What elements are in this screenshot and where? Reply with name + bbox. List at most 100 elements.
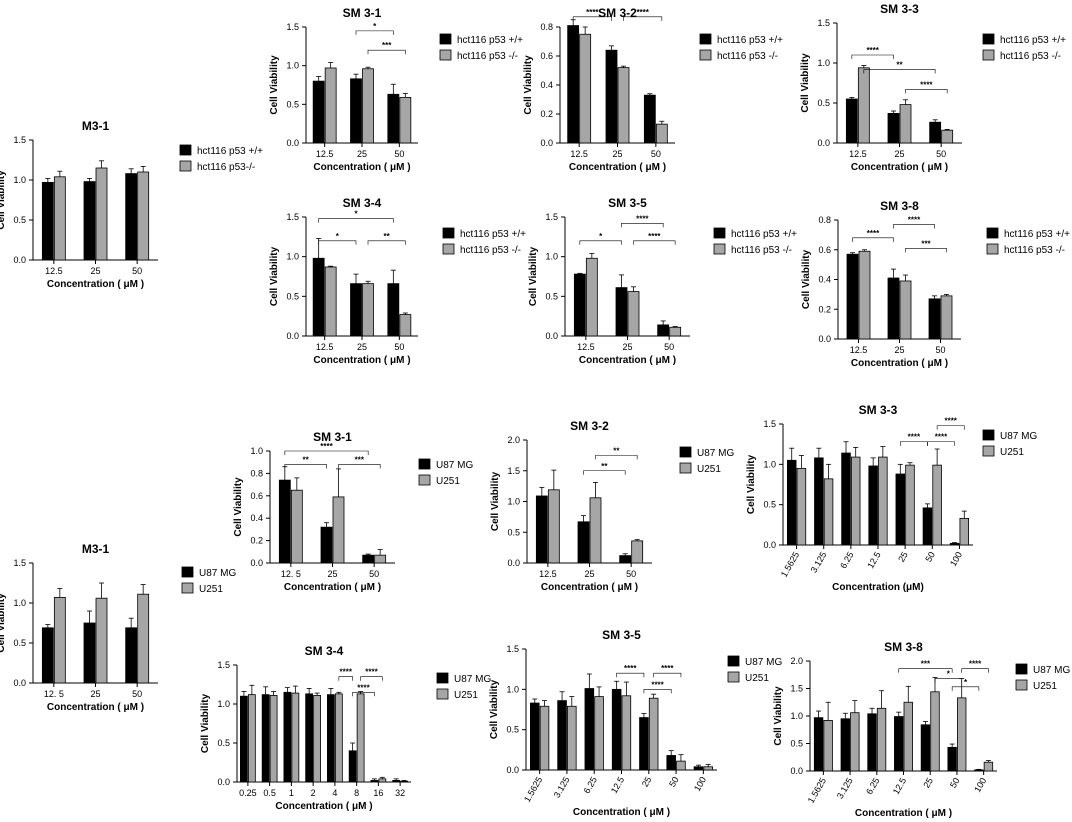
chart-title: M3-1: [82, 119, 110, 133]
chart-title: SM 3-4: [305, 644, 344, 658]
bar-p5-s1-c1: [362, 283, 374, 337]
legend-swatch: [713, 227, 726, 239]
chart-panel-p2: SM 3-1 0.0 0.5 1.0 1.5 Cell Viability 12.5 25 50…: [269, 6, 523, 173]
legend-swatch: [679, 446, 692, 458]
bar-p12-s0-c3: [305, 693, 314, 783]
significance-bracket: [621, 223, 664, 228]
y-tick-label: 1.0: [507, 497, 520, 507]
bar-p3-s1-c2: [655, 123, 668, 144]
legend-swatch: [439, 33, 452, 45]
significance-label: ****: [935, 433, 948, 442]
x-tick-label: 100: [972, 776, 988, 794]
significance-bracket: [623, 16, 663, 21]
significance-bracket: [367, 49, 406, 55]
legend-swatch: [727, 671, 740, 683]
y-tick-label: 1.0: [286, 252, 299, 262]
legend-label: U87 MG: [1033, 665, 1070, 676]
x-tick-label: 12. 5: [281, 569, 301, 579]
y-tick-label: 0.2: [818, 304, 831, 314]
legend-label: hct116 p53-/-: [197, 162, 255, 173]
significance-label: ****: [661, 664, 674, 673]
x-tick-label: 50: [626, 569, 636, 579]
significance-label: **: [896, 60, 903, 69]
bar-p1-s0-c0: [41, 181, 54, 261]
bar-p7-s0-c2: [928, 298, 941, 340]
y-tick-label: 0.5: [286, 99, 299, 109]
y-tick-label: 0.5: [790, 739, 803, 749]
x-tick-label: 25: [584, 569, 594, 579]
y-tick-label: 0.2: [540, 109, 553, 119]
y-tick-label: 1.5: [790, 684, 803, 694]
y-tick-label: 1.0: [506, 684, 519, 694]
bar-p9-s1-c2: [374, 554, 387, 564]
bar-p11-s0-c2: [841, 452, 851, 546]
x-tick-label: 0.5: [263, 788, 276, 798]
x-tick-label: 12.5: [849, 149, 867, 159]
bar-p4-s1-c1: [899, 104, 912, 144]
y-tick-label: 1.0: [13, 175, 26, 185]
chart-panel-p3: SM 3-2 0.0 0.2 0.4 0.6 0.8 Cell Viability 12.5 2…: [523, 6, 783, 173]
x-tick-label: 6.25: [864, 776, 881, 796]
bar-p10-s1-c0: [547, 489, 560, 564]
bar-p11-s1-c2: [850, 456, 861, 546]
bar-p12-s1-c5: [356, 693, 365, 783]
y-tick-label: 0.8: [250, 468, 263, 478]
bar-p4-s0-c0: [845, 98, 858, 144]
bar-p13-s1-c0: [539, 705, 550, 771]
significance-bracket: [318, 240, 357, 245]
bar-p2-s0-c2: [387, 93, 400, 144]
bar-p7-s1-c0: [858, 250, 871, 340]
bar-p11-s1-c1: [823, 478, 834, 546]
chart-panel-p8: M3-1 0.0 0.5 1.0 1.5 Cell Viability 12. 5 25 50 C…: [0, 542, 236, 713]
significance-label: ****: [624, 664, 637, 673]
significance-label: ***: [921, 660, 931, 669]
bar-p2-s1-c0: [324, 67, 337, 144]
significance-label: **: [601, 462, 608, 471]
significance-label: ****: [357, 683, 370, 692]
bar-p12-s0-c5: [348, 750, 357, 783]
x-tick-label: 50: [667, 775, 681, 789]
x-tick-label: 12. 5: [44, 689, 64, 699]
bar-p12-s0-c6: [370, 780, 379, 783]
legend-label: U251: [697, 464, 721, 475]
significance-bracket: [898, 668, 953, 673]
bar-p8-s0-c1: [83, 622, 96, 684]
significance-bracket: [318, 218, 394, 223]
bar-p1-s1-c1: [95, 167, 108, 261]
significance-bracket: [367, 240, 406, 245]
x-axis-label: Concentration ( μM ): [313, 355, 410, 366]
y-tick-label: 0.5: [13, 638, 26, 648]
significance-bracket: [905, 89, 948, 94]
legend-label: hct116 p53 +/+: [197, 146, 263, 157]
y-tick-label: 0.0: [818, 334, 831, 344]
x-tick-label: 25: [894, 149, 904, 159]
x-tick-label: 50: [394, 342, 404, 352]
bar-p13-s0-c3: [611, 688, 622, 771]
legend-label: U87 MG: [1000, 431, 1037, 442]
x-tick-label: 2: [311, 788, 316, 798]
legend-label: U87 MG: [436, 460, 473, 471]
legend-label: hct116 p53 -/-: [731, 245, 792, 256]
bar-p13-s1-c2: [594, 696, 604, 771]
legend-swatch: [982, 445, 995, 457]
y-axis-label: Cell Viability: [801, 249, 812, 309]
bar-p14-s0-c6: [974, 769, 984, 772]
y-tick-label: 1.5: [286, 212, 299, 222]
bar-p14-s0-c3: [894, 716, 904, 772]
significance-bracket: [893, 224, 935, 229]
y-tick-label: 1.5: [286, 22, 299, 32]
bar-p6-s1-c0: [585, 257, 598, 337]
y-axis-label: Cell Viability: [490, 471, 501, 531]
x-axis-label: Concentration ( μM ): [275, 801, 372, 812]
significance-label: ****: [867, 229, 880, 238]
y-tick-label: 0.0: [790, 766, 803, 776]
significance-bracket: [338, 676, 353, 681]
bar-p6-s1-c1: [627, 291, 640, 337]
significance-bracket: [927, 441, 955, 446]
bar-p12-s1-c4: [334, 693, 343, 783]
x-tick-label: 12.5: [539, 569, 557, 579]
x-tick-label: 12.5: [570, 149, 588, 159]
bar-p11-s0-c3: [868, 465, 878, 546]
y-tick-label: 0.0: [507, 558, 520, 568]
